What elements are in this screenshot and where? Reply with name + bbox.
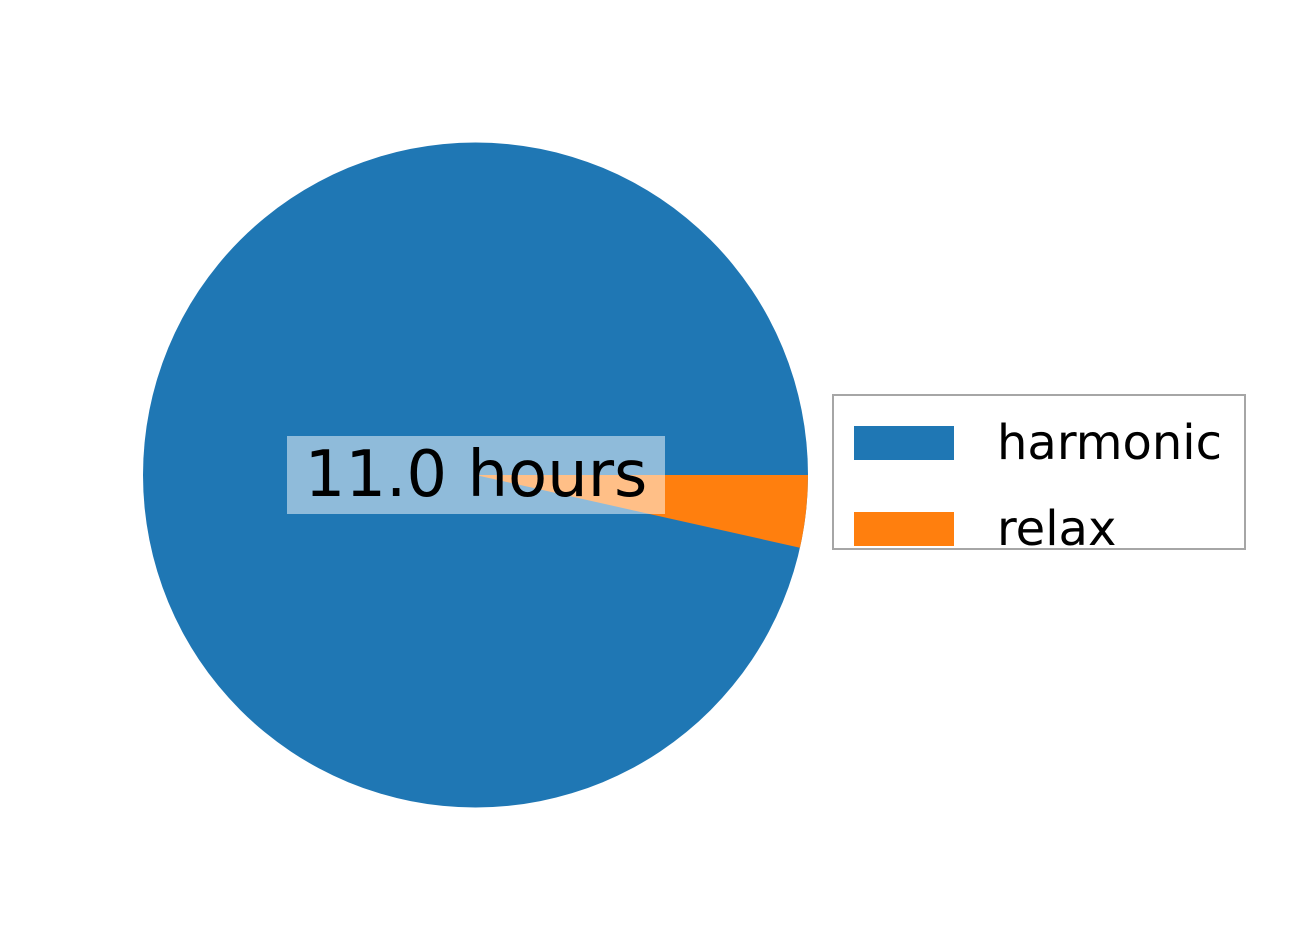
legend-swatch-harmonic [854, 426, 954, 460]
center-label-text: 11.0 hours [304, 438, 648, 512]
legend-label-relax: relax [997, 501, 1117, 557]
center-label: 11.0 hours [287, 436, 665, 514]
legend: harmonic relax [832, 394, 1246, 553]
legend-swatch-relax [854, 512, 954, 546]
legend-label-harmonic: harmonic [997, 415, 1222, 471]
legend-entry-relax: relax [834, 505, 1244, 553]
legend-entry-harmonic: harmonic [834, 419, 1244, 467]
